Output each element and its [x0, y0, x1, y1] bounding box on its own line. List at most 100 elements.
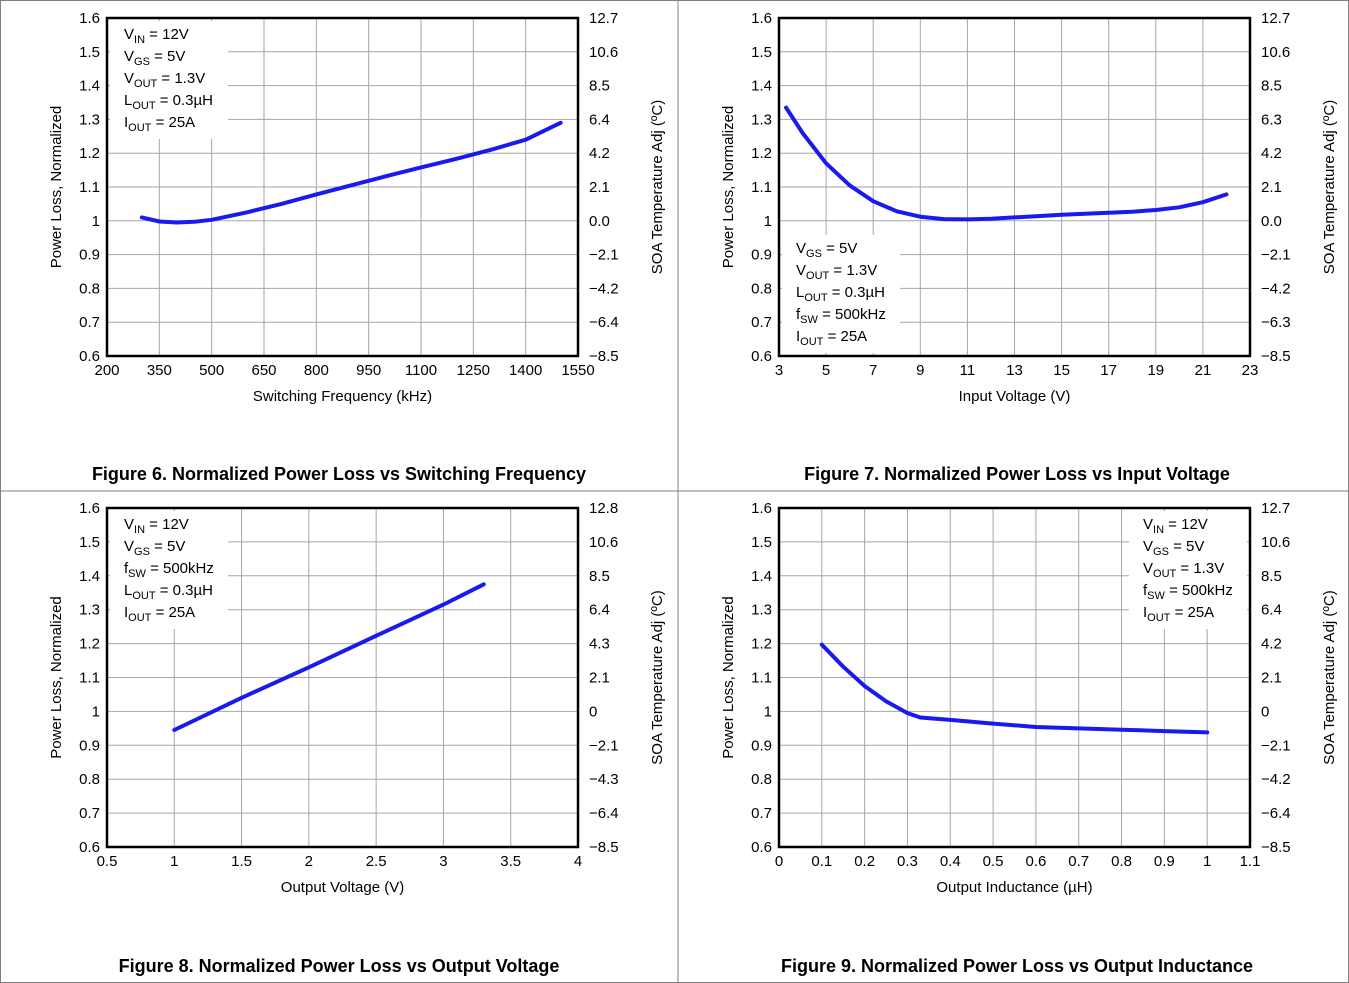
y2-tick-label: −6.3 — [1261, 314, 1291, 331]
y2-tick-label: 12.7 — [589, 10, 618, 27]
condition-symbol: V — [1143, 538, 1153, 555]
x-axis-label: Output Inductance (µH) — [936, 879, 1092, 896]
condition-symbol: I — [124, 604, 128, 621]
x-axis-label: Switching Frequency (kHz) — [253, 388, 432, 405]
y-tick-label: 0.9 — [751, 247, 772, 264]
y-tick-label: 1.1 — [751, 179, 772, 196]
condition-subscript: SW — [800, 314, 818, 326]
y-axis-label: Power Loss, Normalized — [48, 106, 65, 269]
y2-tick-label: 4.2 — [589, 145, 610, 162]
condition-subscript: IN — [134, 34, 145, 46]
y2-tick-label: 8.5 — [1261, 78, 1282, 95]
condition-line: fSW = 500kHz — [124, 560, 214, 580]
x-tick-label: 23 — [1242, 362, 1259, 379]
y-tick-label: 1.3 — [751, 602, 772, 619]
y-tick-label: 0.7 — [751, 805, 772, 822]
y2-tick-label: 12.8 — [589, 500, 618, 517]
condition-subscript: OUT — [128, 122, 152, 134]
y2-tick-label: 6.3 — [1261, 111, 1282, 128]
y-tick-label: 1.5 — [751, 534, 772, 551]
condition-symbol: V — [124, 70, 134, 87]
x-tick-label: 0.9 — [1154, 853, 1175, 870]
condition-line: IOUT = 25A — [124, 114, 195, 134]
condition-symbol: V — [124, 26, 134, 43]
condition-symbol: V — [1143, 516, 1153, 533]
x-tick-label: 15 — [1053, 362, 1070, 379]
condition-value: = 12V — [145, 26, 189, 43]
condition-value: = 5V — [1169, 538, 1204, 555]
condition-symbol: f — [1143, 582, 1148, 599]
condition-value: = 0.3µH — [156, 582, 213, 599]
y2-tick-label: 0.0 — [589, 213, 610, 230]
condition-symbol: V — [1143, 560, 1153, 577]
y2-axis-label: SOA Temperature Adj (ºC) — [1321, 100, 1338, 274]
condition-line: VOUT = 1.3V — [124, 70, 205, 90]
condition-value: = 1.3V — [157, 70, 205, 87]
x-tick-label: 5 — [822, 362, 830, 379]
x-tick-label: 350 — [147, 362, 172, 379]
x-tick-label: 0.8 — [1111, 853, 1132, 870]
y2-tick-label: 4.3 — [589, 636, 610, 653]
condition-value: = 0.3µH — [828, 284, 885, 301]
y2-tick-label: −6.4 — [589, 314, 619, 331]
condition-line: VIN = 12V — [1143, 516, 1208, 536]
condition-subscript: SW — [128, 568, 146, 580]
y-tick-label: 1.5 — [79, 534, 100, 551]
condition-symbol: V — [796, 262, 806, 279]
condition-subscript: GS — [134, 56, 150, 68]
x-tick-label: 11 — [960, 362, 976, 379]
chart-panel-8: 0.5 1 1.5 2 2.5 3 3.5 4 0.6 0.7 0.8 0.9 1 1.1 1.2 1.3 1.… — [48, 500, 666, 976]
y2-tick-label: 4.2 — [1261, 145, 1282, 162]
condition-subscript: GS — [806, 248, 822, 260]
condition-line: VIN = 12V — [124, 26, 189, 46]
figure-caption: Figure 7. Normalized Power Loss vs Input… — [804, 464, 1230, 484]
y-tick-label: 0.7 — [79, 805, 100, 822]
chart-panel-6: 200 350 500 650 800 950 1100 1250 1400 1550 0.6 0.7… — [48, 10, 666, 484]
y2-tick-label: 6.4 — [589, 111, 610, 128]
y2-tick-label: 2.1 — [1261, 179, 1282, 196]
y-tick-label: 1.3 — [751, 111, 772, 128]
y-tick-label: 1.6 — [79, 500, 100, 517]
condition-value: = 12V — [1164, 516, 1208, 533]
condition-value: = 25A — [151, 604, 195, 621]
y-tick-label: 0.8 — [751, 771, 772, 788]
x-tick-label: 1 — [1203, 853, 1211, 870]
plot-area-border — [777, 506, 1252, 849]
x-tick-label: 0.1 — [811, 853, 832, 870]
y-tick-label: 1.3 — [79, 602, 100, 619]
condition-symbol: f — [124, 560, 129, 577]
y2-tick-label: 2.1 — [589, 179, 610, 196]
condition-value: = 5V — [150, 538, 185, 555]
x-tick-label: 800 — [304, 362, 329, 379]
x-tick-label: 3 — [439, 853, 447, 870]
y2-tick-label: −8.5 — [1261, 839, 1291, 856]
y-tick-label: 1.3 — [79, 111, 100, 128]
condition-subscript: IN — [134, 524, 145, 536]
x-tick-label: 2 — [305, 853, 313, 870]
y-tick-label: 1.4 — [751, 568, 772, 585]
y-tick-label: 1 — [764, 213, 772, 230]
condition-value: = 500kHz — [146, 560, 214, 577]
condition-value: = 25A — [1170, 604, 1214, 621]
condition-subscript: OUT — [132, 100, 156, 112]
series-line — [819, 642, 1210, 735]
y2-tick-label: 4.2 — [1261, 636, 1282, 653]
y2-axis-label: SOA Temperature Adj (ºC) — [649, 100, 666, 274]
y2-axis-label: SOA Temperature Adj (ºC) — [1321, 590, 1338, 764]
y2-tick-label: 8.5 — [589, 78, 610, 95]
condition-value: = 25A — [823, 328, 867, 345]
x-tick-label: 0.2 — [854, 853, 875, 870]
condition-symbol: V — [124, 538, 134, 555]
condition-line: IOUT = 25A — [796, 328, 867, 348]
series-line — [139, 120, 563, 225]
y2-tick-label: 8.5 — [1261, 568, 1282, 585]
condition-symbol: L — [124, 92, 132, 109]
y2-tick-label: 0 — [589, 703, 597, 720]
y-axis-label: Power Loss, Normalized — [48, 596, 65, 759]
condition-symbol: I — [796, 328, 800, 345]
y2-tick-label: 10.6 — [589, 534, 618, 551]
condition-value: = 1.3V — [829, 262, 877, 279]
y-tick-label: 1.2 — [79, 145, 100, 162]
x-tick-label: 0.6 — [1025, 853, 1046, 870]
y-tick-label: 1.6 — [751, 500, 772, 517]
